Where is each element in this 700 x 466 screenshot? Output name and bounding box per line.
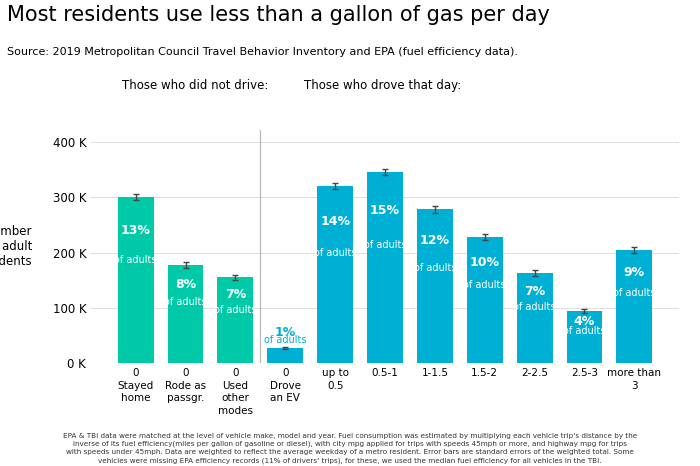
Text: of adults: of adults xyxy=(414,263,456,273)
Text: of adults: of adults xyxy=(314,248,356,259)
Text: of adults: of adults xyxy=(114,255,157,265)
Text: 1%: 1% xyxy=(274,326,296,339)
Y-axis label: Number
of adult
residents: Number of adult residents xyxy=(0,226,32,268)
Text: 7%: 7% xyxy=(225,288,246,301)
Text: 7%: 7% xyxy=(524,285,545,298)
Bar xyxy=(317,186,353,363)
Bar xyxy=(167,265,204,363)
Text: 4%: 4% xyxy=(574,315,595,328)
Bar xyxy=(566,311,603,363)
Bar xyxy=(218,277,253,363)
Text: of adults: of adults xyxy=(463,280,506,290)
Text: Source: 2019 Metropolitan Council Travel Behavior Inventory and EPA (fuel effici: Source: 2019 Metropolitan Council Travel… xyxy=(7,47,518,56)
Text: of adults: of adults xyxy=(214,305,257,315)
Bar xyxy=(267,348,303,363)
Text: 8%: 8% xyxy=(175,278,196,291)
Text: of adults: of adults xyxy=(513,302,556,312)
Text: of adults: of adults xyxy=(564,326,606,336)
Text: EPA & TBI data were matched at the level of vehicle make, model and year. Fuel c: EPA & TBI data were matched at the level… xyxy=(63,432,637,464)
Text: 13%: 13% xyxy=(120,224,150,237)
Bar xyxy=(467,237,503,363)
Text: Most residents use less than a gallon of gas per day: Most residents use less than a gallon of… xyxy=(7,5,550,25)
Bar xyxy=(118,197,153,363)
Text: of adults: of adults xyxy=(164,297,206,307)
Text: Those who drove that day:: Those who drove that day: xyxy=(304,79,462,92)
Text: 9%: 9% xyxy=(624,266,645,279)
Text: of adults: of adults xyxy=(613,288,656,298)
Text: 10%: 10% xyxy=(470,256,500,269)
Text: 14%: 14% xyxy=(320,215,350,228)
Text: Those who did not drive:: Those who did not drive: xyxy=(122,79,269,92)
Text: of adults: of adults xyxy=(264,335,307,345)
Bar xyxy=(517,273,552,363)
Text: 15%: 15% xyxy=(370,204,400,217)
Text: of adults: of adults xyxy=(364,240,406,250)
Bar xyxy=(617,250,652,363)
Bar xyxy=(367,172,403,363)
Bar xyxy=(417,209,453,363)
Text: 12%: 12% xyxy=(420,233,450,247)
